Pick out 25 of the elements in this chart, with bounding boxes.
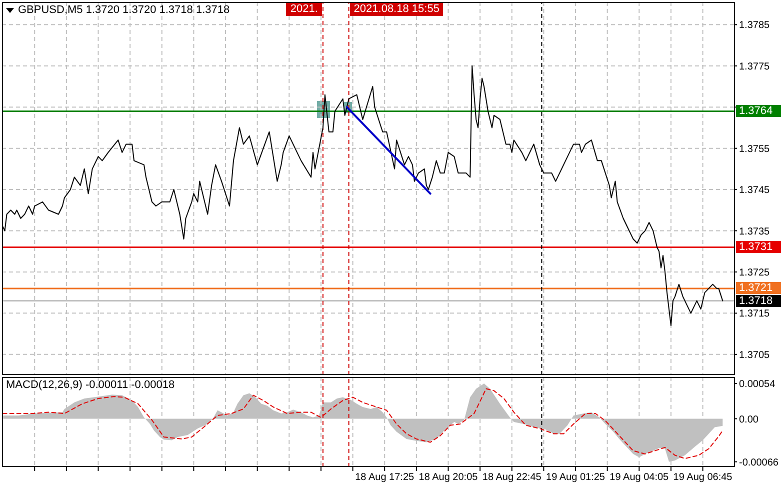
x-tick-label: 19 Aug 06:45 xyxy=(673,472,733,484)
y-tick-label: 0.00 xyxy=(739,414,759,426)
chart-title: GBPUSD,M5 1.3720 1.3720 1.3718 1.3718 xyxy=(18,4,230,17)
y-tick-label: 1.3755 xyxy=(739,144,770,155)
y-tick-label: 1.3785 xyxy=(739,20,770,32)
ref-line-label: 2021. xyxy=(286,3,322,16)
y-tick-label: 1.3725 xyxy=(739,268,770,279)
y-tick-label: 1.3745 xyxy=(739,185,770,196)
ref-line-label: 1.3721 xyxy=(736,282,781,294)
x-tick-label: 18 Aug 22:45 xyxy=(482,472,542,484)
x-tick-label: 19 Aug 04:05 xyxy=(610,472,670,484)
ref-line-label: 1.3731 xyxy=(736,241,781,254)
ref-line-label: 1.3764 xyxy=(736,105,781,118)
y-tick-label: 1.3735 xyxy=(739,226,770,238)
y-tick-label: 1.3705 xyxy=(739,350,770,361)
x-tick-label: 19 Aug 01:25 xyxy=(546,472,606,484)
chart-title: MACD(12,26,9) -0.00011 -0.00018 xyxy=(6,379,175,392)
y-tick-label: 1.3715 xyxy=(739,308,770,320)
y-tick-label: 1.3775 xyxy=(739,61,770,72)
x-tick-label: 18 Aug 17:25 xyxy=(355,472,415,484)
ref-line-label: 2021.08.18 15:55 xyxy=(350,3,444,16)
y-tick-label: -0.00066 xyxy=(739,457,779,468)
y-tick-label: 0.00054 xyxy=(739,379,776,390)
x-tick-label: 18 Aug 20:05 xyxy=(418,472,478,484)
ref-line-label: 1.3718 xyxy=(736,294,781,307)
